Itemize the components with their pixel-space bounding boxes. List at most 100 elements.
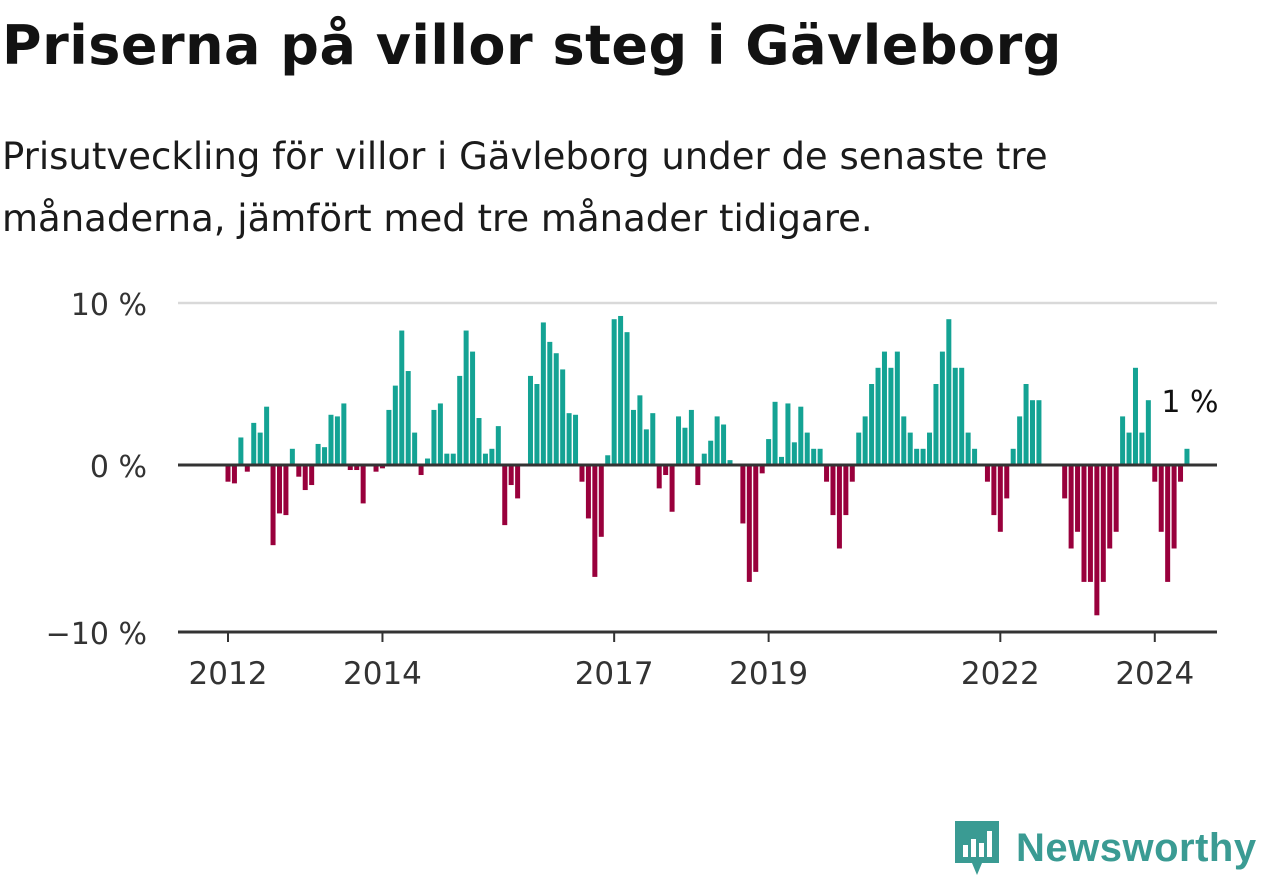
bar xyxy=(573,414,579,465)
bar xyxy=(946,319,952,465)
bar xyxy=(450,453,456,465)
bar xyxy=(302,465,308,491)
bar xyxy=(843,465,849,516)
bar xyxy=(1068,465,1074,549)
annotations: 1 % xyxy=(1161,385,1218,420)
bar xyxy=(527,375,533,465)
last-value-label: 1 % xyxy=(1161,385,1218,420)
chart-title: Priserna på villor steg i Gävleborg xyxy=(2,14,1062,77)
bar xyxy=(225,465,231,482)
bar xyxy=(412,432,418,465)
bar xyxy=(1184,448,1190,465)
bar xyxy=(1062,465,1068,499)
bar xyxy=(869,384,875,465)
x-tick-label: 2017 xyxy=(575,656,654,692)
bar xyxy=(663,465,669,476)
bar xyxy=(1030,400,1035,465)
bar xyxy=(798,406,804,465)
bar xyxy=(920,448,926,465)
bar xyxy=(676,416,682,465)
bar xyxy=(470,351,476,465)
x-axis-labels: 2012 2014 2017 2019 2022 2024 xyxy=(189,632,1194,692)
bar xyxy=(392,385,398,465)
bar xyxy=(405,371,411,465)
bar xyxy=(836,465,842,549)
bar xyxy=(772,401,778,465)
bar xyxy=(309,465,315,486)
bar xyxy=(933,384,939,465)
bar xyxy=(579,465,585,482)
bar xyxy=(914,448,920,465)
bar xyxy=(283,465,289,516)
bar xyxy=(1120,416,1126,465)
bar xyxy=(701,453,707,465)
bar xyxy=(811,448,817,465)
bar xyxy=(341,403,347,465)
bar xyxy=(624,332,630,465)
bar xyxy=(463,330,469,465)
bar xyxy=(1036,400,1042,465)
bar xyxy=(508,465,514,486)
bar xyxy=(296,465,302,477)
x-tick-label: 2024 xyxy=(1115,656,1194,692)
bar xyxy=(495,426,501,465)
bar xyxy=(334,416,340,465)
bar xyxy=(888,367,894,465)
bar xyxy=(457,375,463,465)
bar xyxy=(540,322,546,465)
bar xyxy=(328,414,334,465)
bar xyxy=(386,409,392,465)
bar xyxy=(830,465,836,516)
bar xyxy=(322,447,328,465)
bar xyxy=(991,465,997,516)
bar xyxy=(437,403,443,465)
bar xyxy=(637,395,643,465)
bar-chart: 10 % 0 % −10 % 2012 2014 2017 2019 2022 2024 1 … xyxy=(46,288,1219,692)
bar xyxy=(373,465,379,472)
bar xyxy=(1087,465,1093,582)
bar xyxy=(1132,367,1138,465)
bar xyxy=(431,409,437,465)
bar xyxy=(708,440,714,465)
bar xyxy=(791,442,797,465)
bar xyxy=(650,413,656,465)
bar xyxy=(1126,432,1132,465)
bar xyxy=(1139,432,1145,465)
bar xyxy=(740,465,746,524)
y-axis-labels: 10 % 0 % −10 % xyxy=(46,288,147,652)
bar xyxy=(592,465,598,577)
chart-subtitle: Prisutveckling för villor i Gävleborg un… xyxy=(2,135,1048,240)
bar xyxy=(1010,448,1016,465)
bar xyxy=(1004,465,1010,499)
bar xyxy=(824,465,830,482)
bar xyxy=(1081,465,1087,582)
bar xyxy=(1107,465,1113,549)
brand-name: Newsworthy xyxy=(1016,825,1257,870)
bar xyxy=(231,465,237,484)
bar xyxy=(817,448,823,465)
bar xyxy=(939,351,945,465)
bar xyxy=(965,432,971,465)
bar xyxy=(264,406,270,465)
x-tick-label: 2022 xyxy=(961,656,1040,692)
bar xyxy=(746,465,752,582)
bar xyxy=(959,367,965,465)
bar xyxy=(605,455,611,465)
bar xyxy=(515,465,521,499)
x-tick-label: 2014 xyxy=(343,656,422,692)
bar xyxy=(804,432,810,465)
bar xyxy=(1145,400,1151,465)
bar xyxy=(1017,416,1023,465)
y-tick-label: 10 % xyxy=(71,288,147,323)
bar xyxy=(714,416,720,465)
bar xyxy=(1100,465,1106,582)
bar xyxy=(1171,465,1177,549)
bar xyxy=(875,367,881,465)
axes xyxy=(178,463,1217,634)
newsworthy-logo: Newsworthy xyxy=(952,820,1257,876)
bar xyxy=(656,465,662,489)
bar xyxy=(630,409,636,465)
bar xyxy=(727,460,733,465)
bar xyxy=(1094,465,1100,616)
bar xyxy=(1152,465,1158,482)
